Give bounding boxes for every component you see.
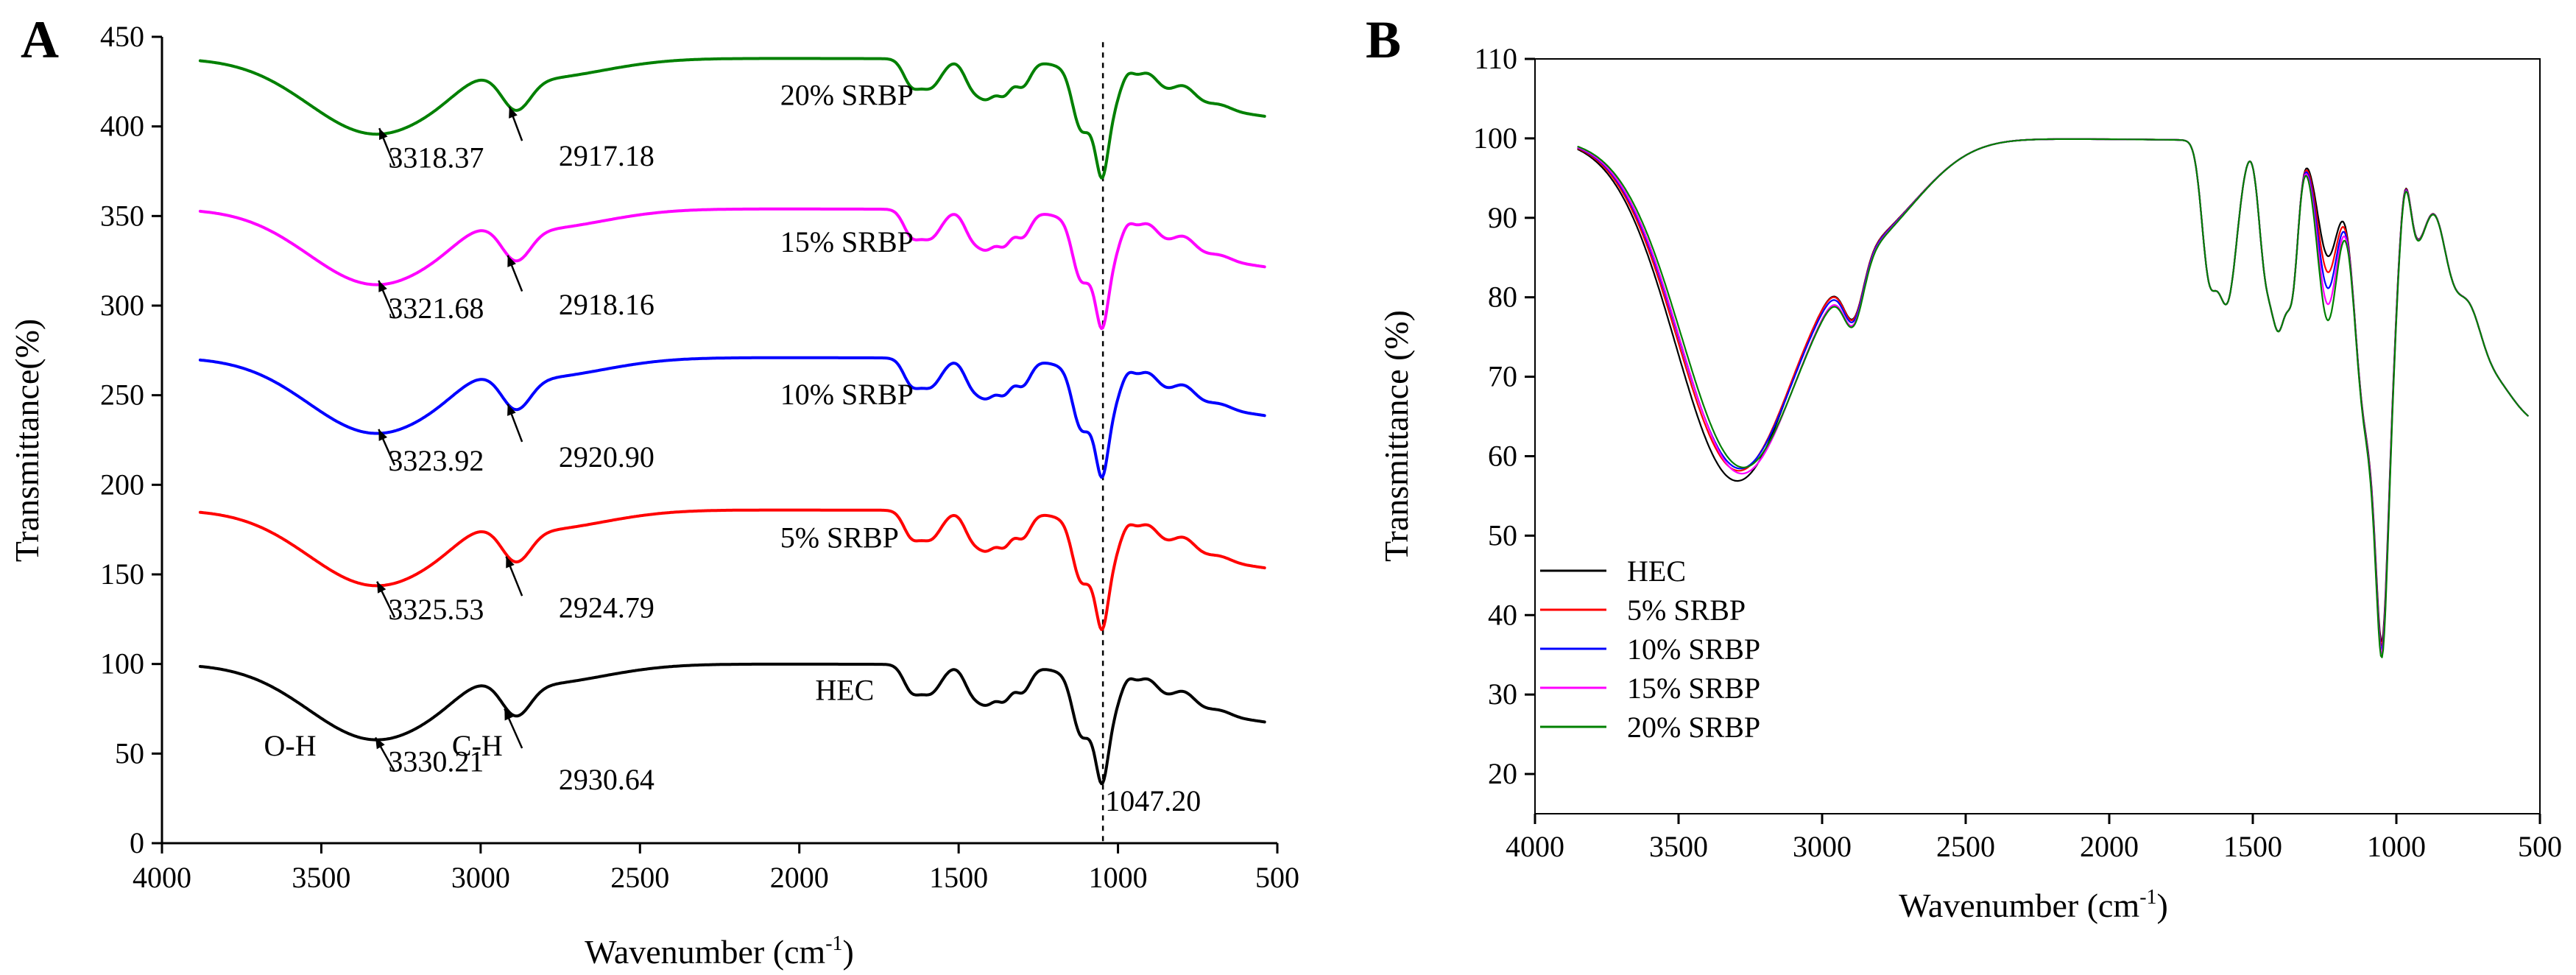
panel-a-series-label-4: 20% SRBP [780, 78, 914, 111]
panel-b-y-tick-label: 80 [1488, 281, 1517, 314]
panel-b-x-ticks: 4000 3500 3000 2500 2000 1500 1000 500 [1506, 814, 2562, 863]
panel-a-y-axis-title: Transmittance(%) [8, 319, 46, 562]
panel-b-legend-label: 5% SRBP [1627, 594, 1746, 627]
panel-b-y-tick-label: 50 [1488, 518, 1517, 552]
panel-a-annotation-arrowhead [506, 556, 515, 569]
panel-a-x-tick-label: 500 [1255, 861, 1299, 894]
panel-a-annotation-arrowhead [378, 128, 388, 141]
panel-a-y-tick-label: 100 [100, 647, 144, 680]
panel-a-x-tick-label: 3500 [292, 861, 350, 894]
panel-a-series: HEC 5% SRBP 10% SRBP 15% SRBP 20% SRBP [198, 57, 1266, 786]
panel-b: B 20 30 40 50 60 70 80 90 100 110 4000 3500 3000 250… [1366, 10, 2562, 924]
panel-a-y-tick-label: 400 [100, 110, 144, 143]
panel-a-annotation-label: 3323.92 [388, 444, 484, 477]
panel-a-x-tick-label: 4000 [133, 861, 191, 894]
panel-b-plot-frame [1534, 58, 2541, 814]
panel-a-annotation-arrowhead [504, 708, 514, 721]
panel-b-x-tick-label: 1000 [2367, 830, 2426, 863]
panel-a-x-tick-label: 1500 [929, 861, 988, 894]
panel-a-y-tick-label: 0 [130, 826, 144, 859]
panel-b-y-tick-label: 20 [1488, 757, 1517, 790]
panel-a-annotation-arrowhead [377, 581, 387, 594]
panel-a-y-tick-label: 50 [115, 736, 144, 770]
panel-a-annotation-label: 2917.18 [559, 139, 654, 172]
panel-a-annotation-label: 3330.21 [388, 745, 484, 778]
panel-b-legend-label: 10% SRBP [1627, 633, 1760, 666]
panel-b-series-line-4 [1577, 138, 2529, 658]
panel-a-x-tick-label: 2000 [770, 861, 829, 894]
panel-b-x-tick-label: 3500 [1649, 830, 1708, 863]
panel-b-letter: B [1366, 10, 1401, 69]
panel-b-legend-label: 15% SRBP [1627, 672, 1760, 705]
panel-b-series-line-1 [1577, 138, 2529, 647]
panel-b-legend-label: HEC [1627, 555, 1686, 588]
panel-a-series-label-1: 5% SRBP [780, 521, 899, 555]
panel-b-x-tick-label: 500 [2518, 830, 2562, 863]
panel-b-y-tick-label: 70 [1488, 360, 1517, 393]
panel-b-legend-label: 20% SRBP [1627, 711, 1760, 744]
panel-b-series-line-0 [1577, 138, 2529, 643]
panel-b-y-tick-label: 40 [1488, 598, 1517, 631]
panel-b-y-tick-label: 30 [1488, 677, 1517, 711]
panel-b-y-tick-label: 60 [1488, 439, 1517, 472]
panel-a-y-tick-label: 300 [100, 289, 144, 322]
panel-a-annotation-label: 2930.64 [559, 763, 654, 796]
panel-a-y-tick-label: 200 [100, 468, 144, 501]
panel-a-annotation-arrowhead [507, 404, 516, 416]
panel-a-series-line-4 [198, 57, 1266, 180]
panel-a-annotation-label: 3325.53 [388, 593, 484, 626]
panel-a-annotations: 3330.21 2930.64 3325.53 2924.79 3323.92 2920.… [264, 106, 1201, 817]
panel-a-annotation-label: 3321.68 [388, 292, 484, 325]
panel-b-series-line-2 [1577, 138, 2529, 650]
panel-b-x-axis-title: Wavenumber (cm-1) [1899, 886, 2168, 924]
panel-a-annotation-arrowhead [378, 280, 387, 292]
panel-a-series-line-3 [198, 207, 1266, 331]
panel-a-x-tick-label: 2500 [610, 861, 669, 894]
panel-b-y-tick-label: 110 [1474, 42, 1517, 75]
panel-b-y-ticks: 20 30 40 50 60 70 80 90 100 110 [1473, 42, 1535, 790]
panel-a-series-line-2 [198, 356, 1266, 479]
panel-a-band-label: C-H [452, 729, 503, 762]
panel-b-series [1577, 138, 2529, 658]
panel-a-series-line-0 [198, 662, 1266, 786]
panel-a-band-label: 1047.20 [1105, 784, 1201, 817]
panel-a-y-tick-label: 350 [100, 199, 144, 232]
panel-a-y-tick-label: 250 [100, 379, 144, 412]
panel-a-annotation-label: 2924.79 [559, 591, 654, 624]
panel-a-annotation-label: 2920.90 [559, 440, 654, 474]
panel-a: A 0 50 100 150 200 250 300 350 400 450 4000 3500 30… [8, 10, 1299, 971]
panel-a-x-tick-label: 3000 [451, 861, 510, 894]
panel-a-x-axis-title: Wavenumber (cm-1) [585, 932, 854, 971]
panel-b-y-tick-label: 100 [1473, 122, 1517, 155]
panel-a-series-label-3: 15% SRBP [780, 225, 914, 258]
panel-a-annotation-label: 2918.16 [559, 288, 654, 321]
panel-b-x-tick-label: 3000 [1793, 830, 1852, 863]
panel-b-legend: HEC 5% SRBP 10% SRBP 15% SRBP 20% SRBP [1540, 555, 1760, 744]
panel-b-x-tick-label: 4000 [1506, 830, 1564, 863]
panel-a-y-tick-label: 150 [100, 557, 144, 591]
panel-a-annotation-arrowhead [378, 429, 388, 441]
panel-b-y-axis-title: Transmittance (%) [1377, 310, 1415, 562]
panel-a-annotation-arrowhead [375, 737, 385, 750]
panel-a-y-ticks: 0 50 100 150 200 250 300 350 400 450 [100, 20, 162, 859]
panel-b-y-tick-label: 90 [1488, 201, 1517, 234]
panel-b-x-tick-label: 2000 [2080, 830, 2139, 863]
panel-a-band-label: O-H [264, 729, 317, 762]
panel-b-x-tick-label: 1500 [2223, 830, 2282, 863]
panel-a-annotation-arrowhead [509, 106, 518, 119]
panel-b-x-tick-label: 2500 [1936, 830, 1995, 863]
panel-a-series-label-0: HEC [815, 673, 874, 706]
panel-a-annotation-label: 3318.37 [388, 141, 484, 175]
panel-a-y-tick-label: 450 [100, 20, 144, 53]
panel-a-series-label-2: 10% SRBP [780, 378, 914, 411]
panel-a-x-ticks: 4000 3500 3000 2500 2000 1500 1000 500 [133, 843, 1299, 894]
panel-a-annotation-arrowhead [507, 255, 516, 267]
panel-a-series-line-1 [198, 508, 1266, 631]
panel-a-letter: A [21, 10, 59, 69]
panel-a-x-tick-label: 1000 [1089, 861, 1148, 894]
